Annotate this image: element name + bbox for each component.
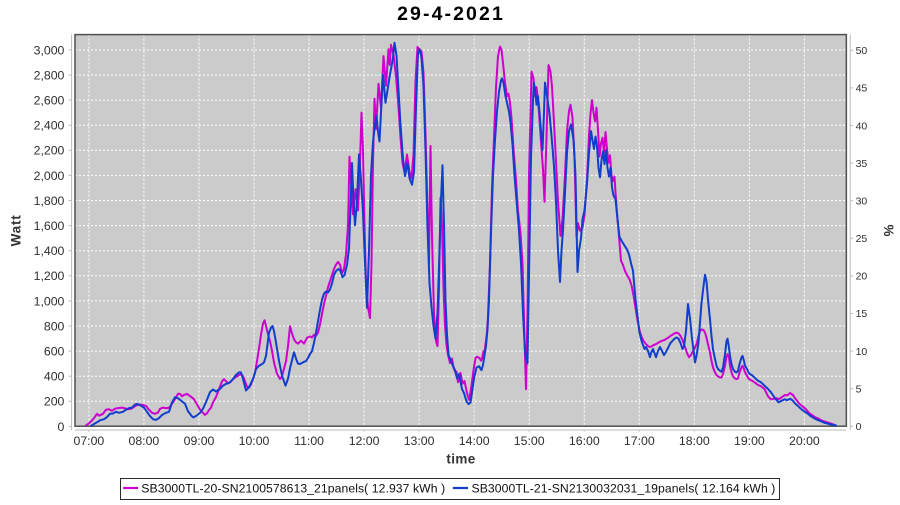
svg-text:35: 35 bbox=[856, 158, 868, 170]
svg-text:50: 50 bbox=[856, 45, 868, 57]
svg-text:20:00: 20:00 bbox=[789, 434, 820, 448]
svg-text:400: 400 bbox=[44, 370, 65, 384]
svg-text:Watt: Watt bbox=[9, 214, 24, 246]
svg-text:20: 20 bbox=[856, 271, 868, 283]
svg-text:19:00: 19:00 bbox=[734, 434, 765, 448]
svg-text:40: 40 bbox=[856, 120, 868, 132]
svg-text:2,800: 2,800 bbox=[34, 68, 65, 82]
svg-text:30: 30 bbox=[856, 196, 868, 208]
svg-text:2,000: 2,000 bbox=[34, 169, 65, 183]
svg-text:1,400: 1,400 bbox=[34, 244, 65, 258]
svg-text:10: 10 bbox=[856, 346, 868, 358]
svg-text:07:00: 07:00 bbox=[74, 434, 105, 448]
svg-text:0: 0 bbox=[856, 421, 862, 433]
svg-text:15: 15 bbox=[856, 308, 868, 320]
svg-text:11:00: 11:00 bbox=[294, 434, 324, 448]
svg-text:14:00: 14:00 bbox=[459, 434, 490, 448]
svg-text:08:00: 08:00 bbox=[129, 434, 160, 448]
svg-text:%: % bbox=[881, 224, 896, 236]
svg-text:2,200: 2,200 bbox=[34, 144, 65, 158]
svg-text:10:00: 10:00 bbox=[239, 434, 270, 448]
svg-text:2,400: 2,400 bbox=[34, 119, 65, 133]
svg-text:1,200: 1,200 bbox=[34, 269, 65, 283]
svg-text:16:00: 16:00 bbox=[569, 434, 600, 448]
svg-text:1,600: 1,600 bbox=[34, 219, 65, 233]
svg-text:0: 0 bbox=[58, 420, 65, 434]
svg-text:3,000: 3,000 bbox=[34, 43, 65, 57]
svg-text:2,600: 2,600 bbox=[34, 94, 65, 108]
svg-text:200: 200 bbox=[44, 395, 65, 409]
svg-text:15:00: 15:00 bbox=[514, 434, 545, 448]
svg-text:SB3000TL-20-SN2100578613_21pan: SB3000TL-20-SN2100578613_21panels( 12.93… bbox=[141, 482, 445, 496]
svg-text:SB3000TL-21-SN2130032031_19pan: SB3000TL-21-SN2130032031_19panels( 12.16… bbox=[472, 482, 776, 496]
svg-text:29-4-2021: 29-4-2021 bbox=[397, 3, 505, 25]
svg-text:18:00: 18:00 bbox=[679, 434, 710, 448]
svg-text:09:00: 09:00 bbox=[184, 434, 215, 448]
svg-text:800: 800 bbox=[44, 319, 65, 333]
svg-text:time: time bbox=[446, 451, 475, 466]
svg-text:13:00: 13:00 bbox=[404, 434, 435, 448]
svg-text:25: 25 bbox=[856, 233, 868, 245]
svg-text:17:00: 17:00 bbox=[624, 434, 655, 448]
svg-text:45: 45 bbox=[856, 83, 868, 95]
svg-text:5: 5 bbox=[856, 383, 862, 395]
svg-text:1,000: 1,000 bbox=[34, 294, 65, 308]
svg-text:12:00: 12:00 bbox=[349, 434, 380, 448]
svg-text:1,800: 1,800 bbox=[34, 194, 65, 208]
svg-text:600: 600 bbox=[44, 345, 65, 359]
